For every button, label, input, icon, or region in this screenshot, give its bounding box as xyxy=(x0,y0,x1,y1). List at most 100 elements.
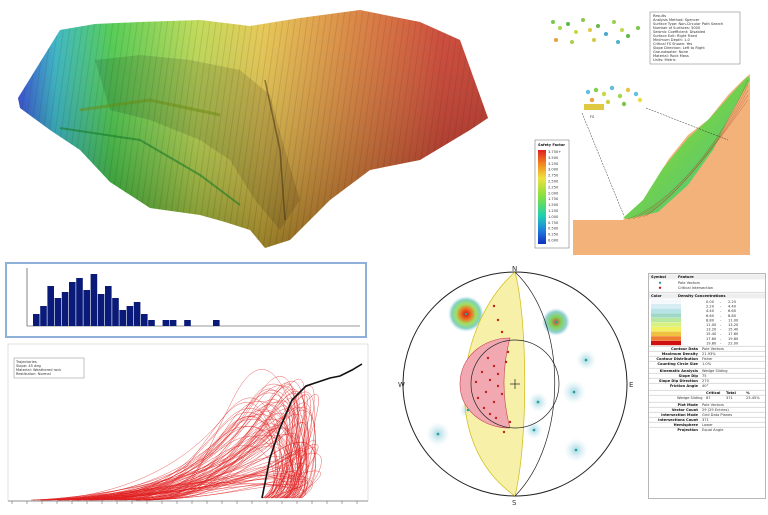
critical-value: 23.45% xyxy=(746,396,760,400)
south-label: S xyxy=(512,499,517,507)
histogram-bar xyxy=(54,298,62,326)
pole-vector xyxy=(584,358,588,362)
histogram-bar xyxy=(169,320,177,326)
table-value: 371 xyxy=(702,418,709,422)
histogram-bars xyxy=(33,274,220,326)
histogram-bar xyxy=(141,314,148,326)
intersection-dot xyxy=(496,384,500,388)
west-label: W xyxy=(398,381,405,389)
runout-axis-ticks xyxy=(11,501,358,504)
table-key: Friction Angle xyxy=(670,384,699,388)
trajectory-curve xyxy=(42,460,288,501)
svg-text:Seismic Coefficient: Disabled: Seismic Coefficient: Disabled xyxy=(653,30,705,34)
density-min: 2.20 xyxy=(706,305,715,309)
intersection-dot xyxy=(486,356,490,360)
pole-vector xyxy=(466,408,470,412)
legend-value: 1.500 xyxy=(548,203,559,207)
table-value: Lower xyxy=(702,423,713,427)
trajectory-curve xyxy=(67,381,305,501)
density-max: 8.80 xyxy=(728,314,737,318)
critical-value: 371 xyxy=(726,396,733,400)
svg-text:Surface Type: Non-Circular Pat: Surface Type: Non-Circular Path Search xyxy=(653,22,723,26)
histogram-bar xyxy=(40,306,47,326)
soil-body xyxy=(573,74,750,255)
intersection-dot xyxy=(496,318,500,322)
slope-great-circle xyxy=(514,272,555,496)
slope-stability-panel: Results Analysis Method: Spencer Surface… xyxy=(528,0,768,255)
trajectory-curve xyxy=(140,474,295,501)
trajectory-curve xyxy=(75,436,281,501)
legend-title: Safety Factor xyxy=(538,143,565,147)
east-label: E xyxy=(629,381,633,389)
legend-value: 0.750 xyxy=(548,221,559,225)
legend-value: 3.750+ xyxy=(548,150,561,154)
slope-section-render: Results Analysis Method: Spencer Surface… xyxy=(534,11,750,255)
trajectory-curve xyxy=(145,481,308,501)
density-max: 13.20 xyxy=(728,323,739,327)
svg-text:Slope: 45 deg: Slope: 45 deg xyxy=(16,364,41,368)
table-key: Maximum Density xyxy=(662,352,699,356)
intersection-dot xyxy=(502,430,506,434)
trajectory-curve xyxy=(131,441,316,501)
results-info-box xyxy=(649,11,741,65)
table-key: Projection xyxy=(677,428,698,432)
density-swatch xyxy=(651,331,681,336)
trajectory-curve xyxy=(102,412,297,501)
critical-header: % xyxy=(746,391,750,395)
legend-value: 0.250 xyxy=(548,233,559,237)
intersection-dot xyxy=(480,370,484,374)
trajectory-curve xyxy=(76,391,316,501)
density-max: 19.80 xyxy=(728,337,739,341)
runout-legend xyxy=(13,357,85,379)
histogram-bar xyxy=(184,320,191,326)
density-max: 11.00 xyxy=(728,318,739,322)
density-dash: - xyxy=(720,337,722,341)
trajectory-curve xyxy=(136,414,310,501)
density-dash: - xyxy=(720,332,722,336)
histogram-bar xyxy=(69,282,76,326)
terrain-3d-panel xyxy=(0,0,500,255)
histogram-bar xyxy=(126,306,134,326)
legend-value: 1.250 xyxy=(548,209,559,213)
table-key: Plot Mode xyxy=(678,403,699,407)
table-key: Counting Circle Size xyxy=(657,362,698,366)
intersection-dot xyxy=(500,392,504,396)
table-key: Kinematic Analysis xyxy=(660,369,698,373)
intersection-dot xyxy=(474,380,478,384)
density-min: 13.20 xyxy=(706,328,717,332)
runout-render: Trajectories Slope: 45 deg Material: Wea… xyxy=(7,343,369,504)
table-key: Slope Dip xyxy=(679,374,699,378)
table-value: 40° xyxy=(702,384,709,388)
table-value: 1.0% xyxy=(702,362,712,366)
legend-value: 2.250 xyxy=(548,185,559,189)
density-swatch xyxy=(651,336,681,341)
histogram-bar xyxy=(105,286,112,326)
intersection-dot xyxy=(496,372,500,376)
density-max: 6.60 xyxy=(728,309,737,313)
table-key: Contour Data xyxy=(671,347,699,351)
svg-text:Surface Exit: Right Fixed: Surface Exit: Right Fixed xyxy=(653,34,697,38)
density-swatch xyxy=(651,322,681,327)
fs-point-label: FS xyxy=(590,115,595,119)
leader-line-right xyxy=(645,107,729,141)
scatter-cloud-mid xyxy=(584,84,646,110)
table-value: Wedge Sliding xyxy=(702,369,728,373)
critical-zone xyxy=(459,337,511,429)
trajectory-curve xyxy=(72,390,307,501)
histogram-panel xyxy=(4,261,368,339)
legend-colorbar xyxy=(538,150,546,244)
svg-text:Restitution: Normal: Restitution: Normal xyxy=(16,372,51,376)
slip-surfaces xyxy=(627,79,749,220)
histogram-bar xyxy=(112,298,119,326)
intersection-dot xyxy=(488,378,492,382)
density-max: 17.60 xyxy=(728,332,739,336)
svg-text:Groundwater: None: Groundwater: None xyxy=(653,50,689,54)
table-value: Pole Vectors xyxy=(702,403,724,407)
intersection-dot xyxy=(492,400,496,404)
table-key: Contour Distribution xyxy=(656,357,698,361)
density-min: 6.60 xyxy=(706,314,715,318)
table-value: 270 xyxy=(702,379,710,383)
histogram-bar xyxy=(119,310,126,326)
trajectory-curve xyxy=(76,452,322,501)
